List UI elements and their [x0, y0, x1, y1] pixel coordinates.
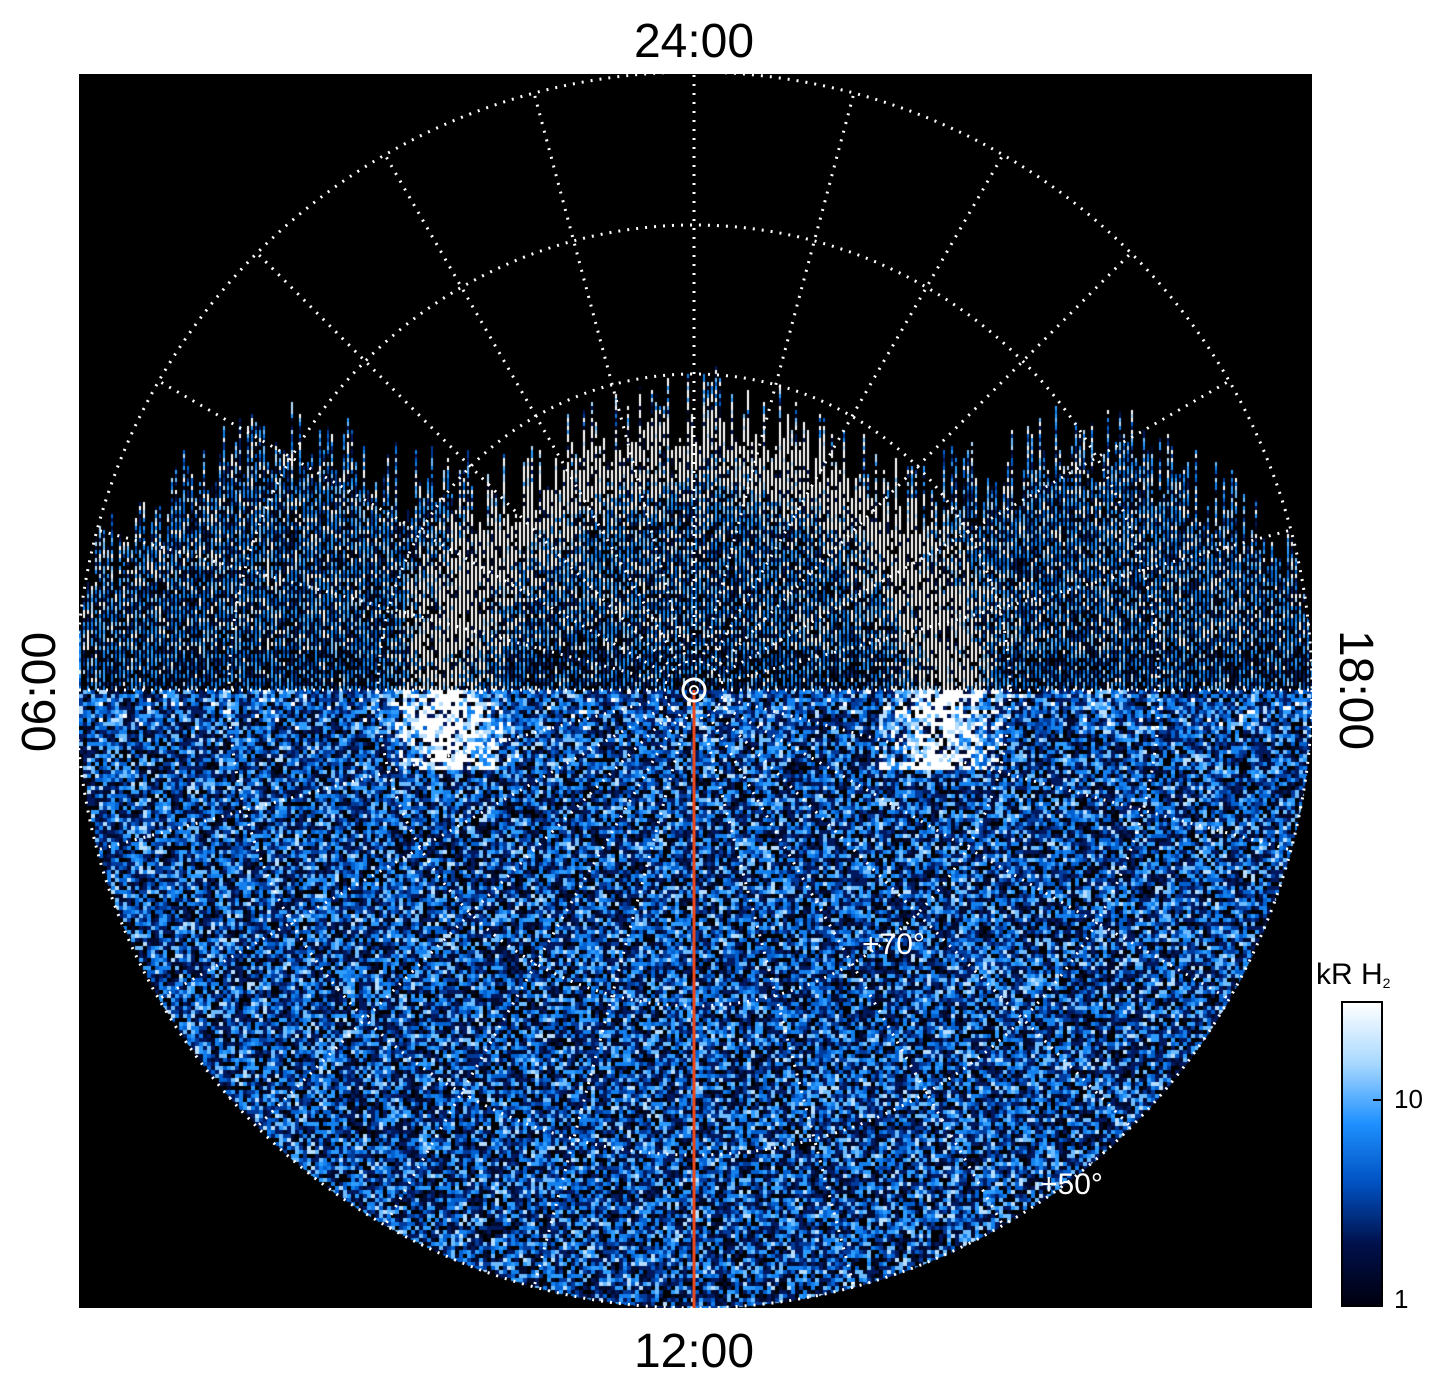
colorbar-tick-label-10: 10	[1394, 1084, 1423, 1114]
colorbar-title-text: kR H	[1316, 958, 1383, 991]
colorbar	[1341, 1001, 1383, 1307]
colorbar-title: kR H2	[1316, 958, 1390, 992]
meridian-line-17	[532, 92, 689, 664]
meridian-line-9	[255, 708, 676, 1129]
meridian-line-11	[96, 695, 668, 852]
local-time-label-top: 24:00	[633, 15, 755, 68]
meridian-line-5	[699, 716, 856, 1288]
meridian-line-19	[699, 92, 856, 664]
pole-marker-outer	[681, 677, 707, 703]
local-time-label-left: 06:00	[13, 631, 66, 753]
meridian-line-20	[706, 154, 1005, 667]
meridian-line-4	[706, 713, 1005, 1226]
colorbar-tick-label-1: 1	[1394, 1284, 1409, 1314]
meridian-line-10	[158, 702, 671, 1001]
meridian-line-15	[255, 251, 676, 672]
meridian-line-7	[532, 716, 689, 1288]
meridian-line-13	[96, 528, 668, 685]
meridian-line-23	[720, 528, 1292, 685]
colorbar-title-subscript: 2	[1382, 975, 1391, 991]
local-time-label-bottom: 12:00	[633, 1325, 755, 1378]
polar-grid-overlay	[79, 74, 1312, 1308]
latitude-label-50: +50°	[1040, 1168, 1103, 1201]
latitude-label-70: +70°	[862, 928, 925, 961]
meridian-line-14	[158, 379, 671, 678]
pole-marker-inner	[689, 685, 699, 695]
meridian-line-21	[712, 251, 1133, 672]
meridian-line-2	[717, 702, 1230, 1001]
meridian-line-16	[383, 154, 682, 667]
polar-projection-plot	[79, 74, 1312, 1308]
meridian-line-22	[717, 379, 1230, 678]
colorbar-tick-10	[1373, 1099, 1383, 1101]
meridian-line-1	[720, 695, 1292, 852]
local-time-label-right: 18:00	[1329, 629, 1382, 751]
meridian-line-8	[383, 713, 682, 1226]
meridian-line-3	[712, 708, 1133, 1129]
